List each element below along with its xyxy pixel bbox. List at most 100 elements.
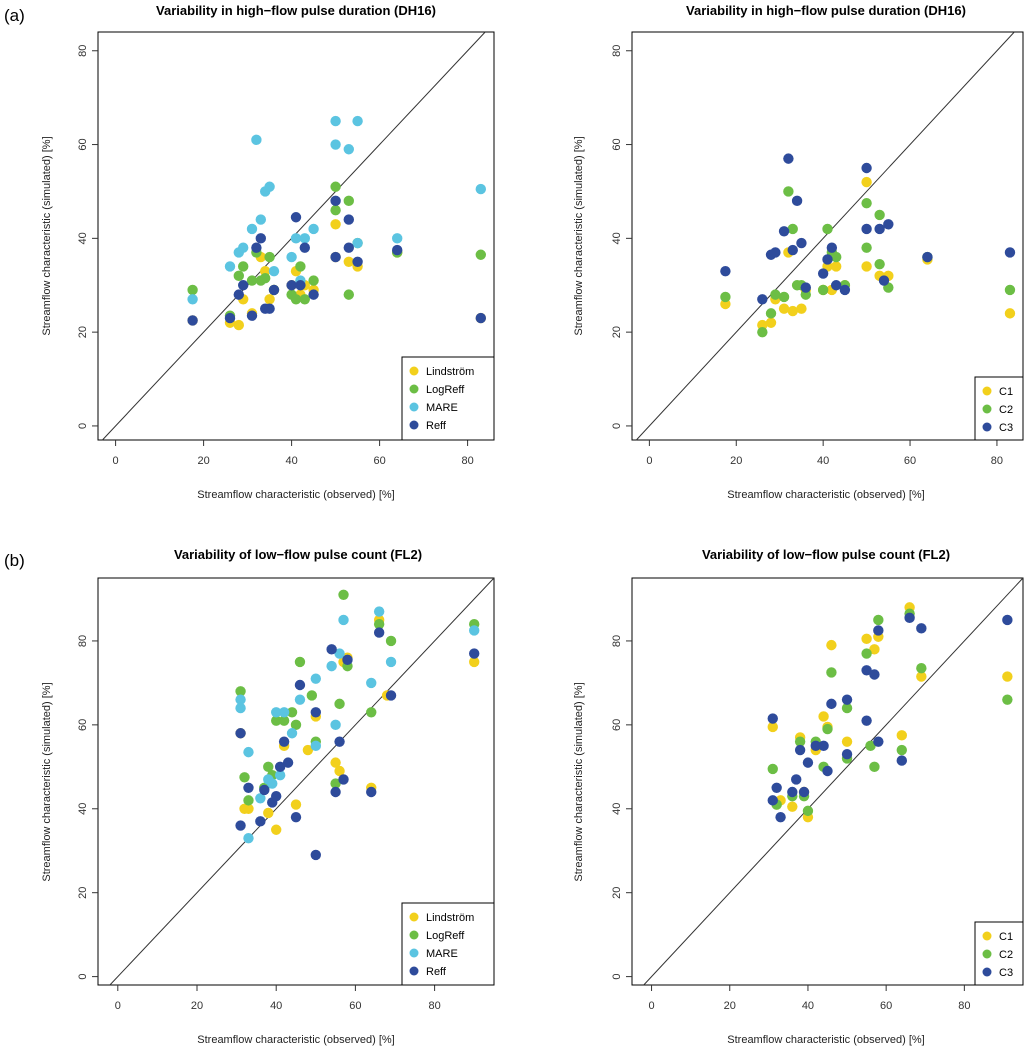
data-point (841, 749, 853, 760)
legend-marker (409, 912, 419, 922)
data-point (294, 656, 306, 668)
data-point (274, 770, 286, 781)
data-point (869, 761, 880, 773)
data-point (802, 757, 814, 768)
legend: C1 C2 C3 (974, 376, 1024, 441)
data-point (330, 115, 341, 127)
x-axis: 0 20 40 60 80 (646, 440, 1003, 467)
y-tick-label: 40 (77, 232, 89, 244)
y-axis-label: Streamflow characteristic (simulated) [%… (41, 682, 53, 881)
data-point (299, 233, 310, 244)
data-point (869, 644, 880, 655)
data-point (896, 744, 907, 756)
data-point (826, 242, 838, 253)
data-point (778, 291, 790, 303)
data-points (767, 602, 1013, 823)
x-tick-label: 20 (730, 455, 742, 467)
x-tick-label: 80 (991, 455, 1003, 467)
data-point (778, 303, 790, 314)
legend: Lindström LogReff MARE Reff (401, 356, 495, 441)
data-point (255, 816, 266, 827)
chart-dh16-clusters: Variability in high−flow pulse duration … (573, 3, 1024, 501)
data-point (260, 273, 271, 284)
data-point (286, 251, 297, 263)
data-point (767, 713, 778, 724)
x-axis-label: Streamflow characteristic (observed) [%] (197, 489, 394, 501)
data-point (770, 247, 781, 258)
data-point (330, 139, 341, 150)
data-point (861, 176, 872, 188)
data-point (334, 648, 345, 659)
data-point (243, 746, 254, 758)
legend-label: MARE (426, 948, 458, 960)
data-point (326, 660, 337, 672)
data-point (224, 261, 236, 272)
data-point (352, 256, 363, 267)
data-point (896, 730, 907, 741)
data-point (187, 315, 198, 326)
x-tick-label: 40 (802, 1000, 814, 1012)
data-point (787, 223, 798, 235)
x-axis-label: Streamflow characteristic (observed) [%] (727, 489, 924, 501)
data-point (916, 671, 927, 682)
data-point (373, 618, 385, 630)
y-tick-label: 20 (77, 326, 89, 338)
data-point (767, 721, 778, 733)
y-axis: 0 20 40 60 80 (77, 635, 98, 980)
data-point (830, 280, 842, 291)
data-point (330, 181, 341, 192)
data-point (878, 275, 890, 286)
data-point (330, 719, 341, 731)
data-point (235, 694, 246, 705)
x-tick-label: 20 (191, 1000, 203, 1012)
data-point (874, 209, 885, 221)
x-tick-label: 60 (349, 1000, 361, 1012)
data-point (794, 744, 806, 756)
data-point (310, 673, 321, 684)
legend-marker (982, 949, 992, 959)
x-axis: 0 20 40 60 80 (648, 985, 970, 1012)
y-tick-label: 60 (77, 719, 89, 731)
data-point (757, 294, 768, 305)
data-point (826, 667, 837, 678)
data-point (334, 765, 345, 777)
data-point (235, 686, 246, 697)
data-point (343, 256, 354, 267)
legend-marker (409, 384, 419, 394)
data-point (326, 644, 337, 655)
data-point (263, 761, 274, 773)
data-point (787, 244, 798, 256)
data-point (251, 242, 262, 253)
data-point (286, 728, 298, 739)
data-point (817, 268, 829, 279)
data-point (873, 625, 884, 636)
data-point (271, 707, 282, 718)
x-tick-label: 60 (373, 455, 385, 467)
data-point (822, 765, 833, 777)
data-point (874, 258, 885, 270)
data-point (330, 778, 341, 789)
data-point (246, 223, 258, 235)
y-tick-label: 40 (611, 232, 623, 244)
data-point (271, 790, 282, 802)
data-point (238, 261, 249, 272)
data-point (274, 761, 286, 773)
data-point (330, 251, 341, 263)
x-tick-label: 0 (115, 1000, 121, 1012)
data-point (373, 627, 385, 638)
data-point (294, 694, 306, 705)
data-point (243, 782, 254, 793)
legend-label: Reff (426, 420, 447, 432)
x-tick-label: 40 (270, 1000, 282, 1012)
data-point (475, 183, 486, 195)
data-point (299, 242, 310, 253)
chart-title: Variability of low−flow pulse count (FL2… (702, 547, 950, 562)
data-point (243, 795, 254, 806)
data-point (720, 265, 731, 277)
data-point (796, 303, 807, 314)
data-point (251, 134, 262, 146)
legend-label: C3 (999, 967, 1013, 979)
data-point (787, 786, 798, 798)
data-point (385, 635, 397, 647)
data-point (352, 237, 363, 249)
